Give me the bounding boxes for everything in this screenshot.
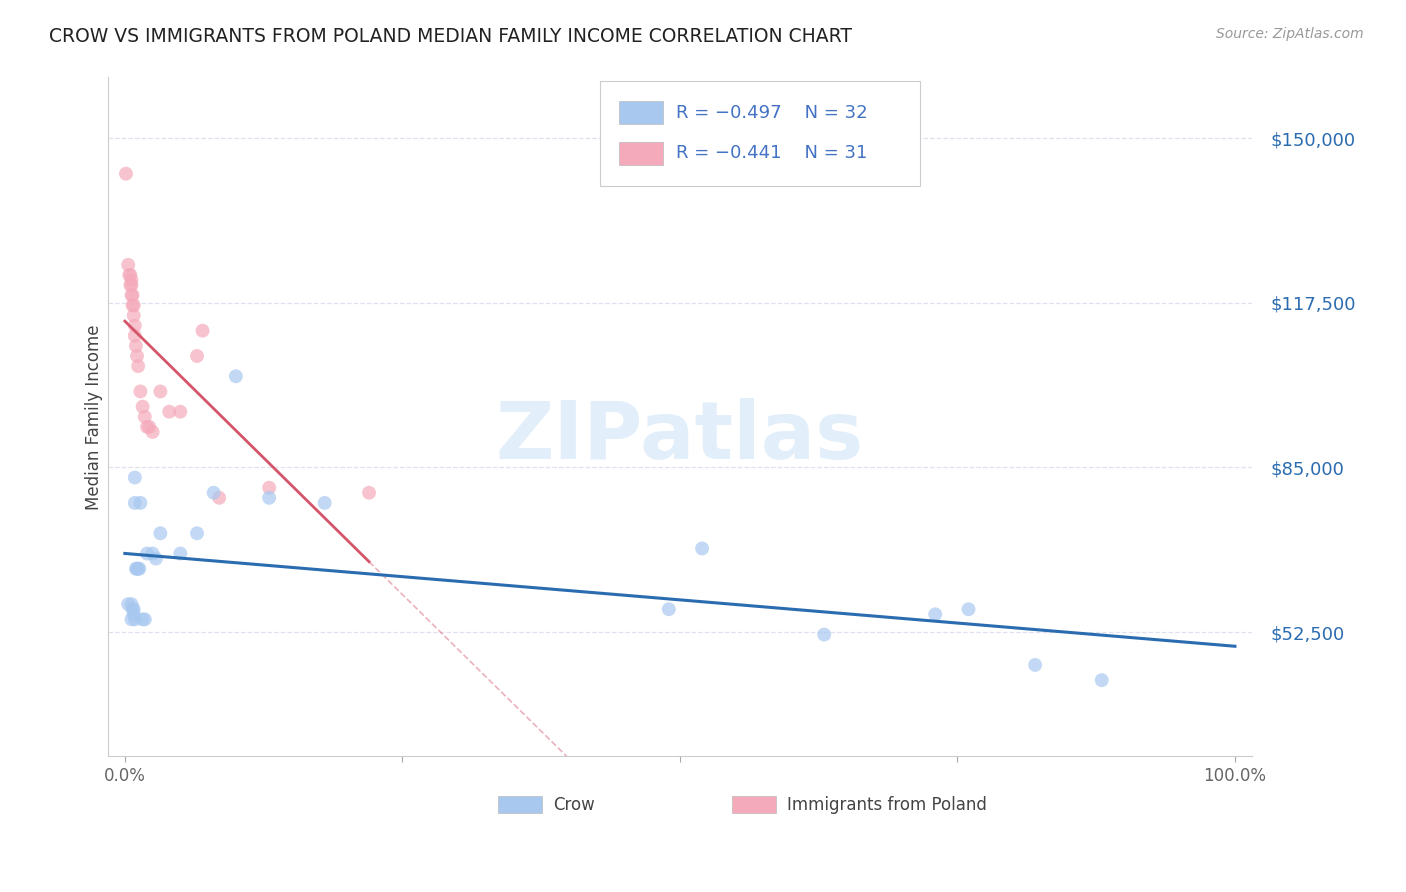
Point bbox=[121, 612, 143, 626]
Point bbox=[124, 318, 146, 333]
Point bbox=[136, 547, 159, 561]
Point bbox=[202, 485, 225, 500]
Point bbox=[813, 627, 835, 641]
Point bbox=[169, 547, 191, 561]
Point bbox=[127, 562, 149, 576]
Point bbox=[121, 298, 143, 312]
Point bbox=[118, 268, 141, 282]
Point bbox=[128, 562, 150, 576]
Point bbox=[191, 324, 214, 338]
Point bbox=[314, 496, 336, 510]
Point bbox=[134, 612, 156, 626]
Point bbox=[690, 541, 713, 556]
Point bbox=[257, 481, 280, 495]
Point bbox=[138, 420, 160, 434]
Point bbox=[125, 562, 148, 576]
Point bbox=[169, 405, 191, 419]
Point bbox=[125, 562, 148, 576]
Point bbox=[125, 339, 148, 353]
Point bbox=[136, 420, 159, 434]
Point bbox=[117, 258, 139, 272]
Point bbox=[131, 400, 153, 414]
Point bbox=[208, 491, 231, 505]
Text: R = −0.497    N = 32: R = −0.497 N = 32 bbox=[676, 103, 868, 121]
Point bbox=[124, 496, 146, 510]
Point bbox=[120, 278, 142, 293]
Point bbox=[121, 597, 143, 611]
Point bbox=[124, 612, 146, 626]
Point bbox=[122, 298, 145, 312]
FancyBboxPatch shape bbox=[600, 81, 920, 186]
Point bbox=[1024, 657, 1046, 672]
Point bbox=[186, 349, 208, 363]
FancyBboxPatch shape bbox=[733, 797, 776, 814]
Point bbox=[186, 526, 208, 541]
Point bbox=[120, 268, 142, 282]
Point bbox=[124, 328, 146, 343]
Point bbox=[121, 602, 143, 616]
Text: Immigrants from Poland: Immigrants from Poland bbox=[787, 796, 987, 814]
Point bbox=[225, 369, 247, 384]
Point bbox=[115, 167, 138, 181]
Text: CROW VS IMMIGRANTS FROM POLAND MEDIAN FAMILY INCOME CORRELATION CHART: CROW VS IMMIGRANTS FROM POLAND MEDIAN FA… bbox=[49, 27, 852, 45]
Text: ZIPatlas: ZIPatlas bbox=[496, 398, 865, 476]
Point bbox=[121, 273, 143, 287]
Point bbox=[121, 288, 143, 302]
Y-axis label: Median Family Income: Median Family Income bbox=[86, 324, 103, 509]
Point bbox=[122, 602, 145, 616]
Point bbox=[157, 405, 180, 419]
Point bbox=[131, 612, 153, 626]
Point bbox=[1091, 673, 1114, 687]
Point bbox=[924, 607, 946, 622]
Point bbox=[142, 547, 165, 561]
Text: Crow: Crow bbox=[553, 796, 595, 814]
Point bbox=[124, 470, 146, 484]
Point bbox=[125, 349, 148, 363]
Text: Source: ZipAtlas.com: Source: ZipAtlas.com bbox=[1216, 27, 1364, 41]
Point bbox=[129, 384, 152, 399]
Point bbox=[357, 485, 380, 500]
Point bbox=[117, 597, 139, 611]
FancyBboxPatch shape bbox=[619, 142, 662, 165]
FancyBboxPatch shape bbox=[498, 797, 541, 814]
Point bbox=[129, 496, 152, 510]
Point bbox=[957, 602, 980, 616]
Point bbox=[257, 491, 280, 505]
FancyBboxPatch shape bbox=[619, 101, 662, 124]
Point bbox=[134, 409, 156, 424]
Point bbox=[127, 359, 149, 373]
Point bbox=[122, 309, 145, 323]
Text: R = −0.441    N = 31: R = −0.441 N = 31 bbox=[676, 145, 868, 162]
Point bbox=[149, 384, 172, 399]
Point bbox=[142, 425, 165, 439]
Point bbox=[145, 551, 167, 566]
Point bbox=[121, 288, 143, 302]
Point bbox=[658, 602, 681, 616]
Point bbox=[122, 607, 145, 622]
Point bbox=[121, 278, 143, 293]
Point bbox=[149, 526, 172, 541]
